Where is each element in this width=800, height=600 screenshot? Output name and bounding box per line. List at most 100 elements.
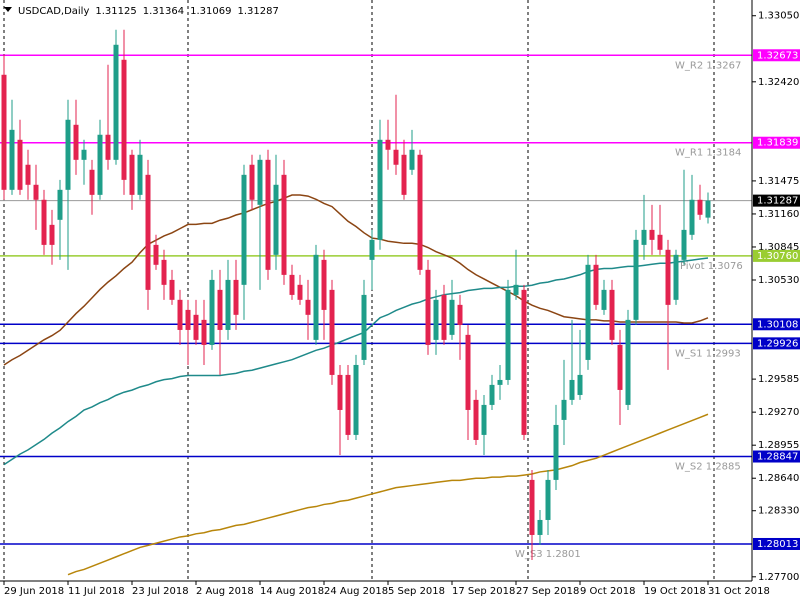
candle-body: [265, 159, 271, 270]
candle-body: [153, 244, 159, 265]
candle-body: [201, 319, 207, 345]
candle-body: [457, 304, 463, 325]
levels: W_R2 1.3267 W_R1 1.3184 Pivot 1.3076 W_S1 1…: [0, 54, 752, 560]
level-tag-label: 1.29926: [757, 338, 798, 349]
candle-body: [577, 374, 583, 395]
price-tags: 1.32673 1.31839 1.30760 1.30108 1.29926 1.288…: [753, 49, 800, 550]
candle-body: [593, 264, 599, 305]
candle-body: [177, 299, 183, 330]
candle-body: [49, 224, 55, 245]
candle-body: [481, 404, 487, 435]
candle-body: [353, 364, 359, 435]
y-tick-label: 1.30845: [758, 242, 799, 253]
candle-body: [257, 159, 263, 205]
level-text: Pivot 1.3076: [680, 261, 743, 272]
last-price-tag: [753, 194, 800, 207]
candle-body: [289, 274, 295, 295]
candle-body: [145, 174, 151, 290]
candle-body: [441, 294, 447, 340]
candle-body: [673, 254, 679, 300]
symbol: USDCAD,Daily: [18, 6, 89, 17]
candle-body: [81, 149, 87, 160]
moving-average: [3, 194, 709, 366]
y-tick-label: 1.28955: [758, 440, 799, 451]
level-text: W_S2 1.2885: [675, 462, 741, 473]
moving-average: [67, 413, 709, 576]
candle-body: [601, 289, 607, 310]
candle-body: [361, 294, 367, 360]
candle-body: [33, 184, 39, 200]
candle-body: [417, 154, 423, 270]
candle-body: [225, 279, 231, 330]
candle-body: [241, 174, 247, 285]
candle-body: [641, 229, 647, 245]
candle-body: [585, 264, 591, 360]
y-tick-label: 1.28640: [758, 473, 799, 484]
candle-body: [569, 379, 575, 400]
candle-body: [129, 154, 135, 195]
last-price-label: 1.31287: [757, 196, 798, 207]
y-tick-label: 1.28330: [758, 506, 799, 517]
candle-body: [505, 289, 511, 380]
candle-body: [329, 289, 335, 375]
y-tick-label: 1.30530: [758, 275, 799, 286]
level-text: W_S3 1.2801: [515, 549, 581, 560]
candle-body: [689, 199, 695, 235]
moving-average: [3, 257, 709, 466]
candle-body: [425, 269, 431, 345]
candle-body: [273, 184, 279, 255]
ohlc-value: 1.31364: [143, 6, 184, 17]
candle-body: [57, 189, 63, 220]
x-tick-label: 9 Oct 2018: [580, 586, 635, 597]
candle-body: [281, 174, 287, 275]
candle-body: [449, 299, 455, 335]
candle-body: [529, 479, 535, 535]
candle-body: [489, 384, 495, 405]
level-tag: [753, 49, 800, 62]
candle-body: [169, 279, 175, 300]
candle-body: [377, 139, 383, 240]
moving-averages: [3, 194, 709, 576]
candle-body: [633, 239, 639, 320]
level-tag: [753, 136, 800, 149]
candle-body: [89, 169, 95, 195]
level-tag-label: 1.32673: [757, 50, 798, 61]
candle-body: [609, 289, 615, 340]
candles: [1, 29, 711, 561]
y-tick-label: 1.33050: [758, 11, 799, 22]
candle-body: [545, 479, 551, 520]
menu-arrow: [4, 7, 12, 12]
candle-body: [121, 59, 127, 180]
candle-body: [393, 149, 399, 165]
candle-body: [497, 379, 503, 385]
level-tag-label: 1.31839: [757, 138, 798, 149]
level-tag: [753, 318, 800, 331]
candle-body: [313, 254, 319, 340]
candle-body: [513, 284, 519, 295]
candle-body: [321, 259, 327, 310]
x-tick-label: 19 Oct 2018: [644, 586, 706, 597]
y-tick-label: 1.29585: [758, 374, 799, 385]
candle-body: [249, 164, 255, 200]
candle-body: [73, 124, 79, 160]
ohlc-value: 1.31125: [95, 6, 136, 17]
y-tick-label: 1.27700: [758, 572, 799, 583]
header: USDCAD,Daily 1.31125 1.31364 1.31069 1.31287: [18, 6, 279, 17]
candle-body: [17, 139, 23, 190]
x-tick-label: 11 Jul 2018: [68, 586, 125, 597]
candle-body: [297, 284, 303, 300]
candle-body: [25, 164, 31, 185]
y-tick-label: 1.31160: [758, 209, 799, 220]
candle-body: [553, 424, 559, 480]
candle-body: [617, 344, 623, 390]
x-tick-label: 27 Sep 2018: [516, 586, 579, 597]
x-tick-label: 17 Sep 2018: [452, 586, 515, 597]
candle-body: [193, 314, 199, 340]
candle-body: [385, 139, 391, 150]
candle-body: [521, 289, 527, 435]
level-text: W_R2 1.3267: [675, 60, 741, 71]
candle-body: [345, 374, 351, 435]
candle-body: [401, 154, 407, 195]
